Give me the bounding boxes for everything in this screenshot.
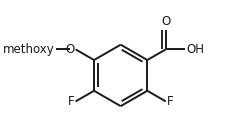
Text: O: O xyxy=(65,43,74,56)
Text: OH: OH xyxy=(186,43,204,56)
Text: O: O xyxy=(161,15,170,28)
Text: F: F xyxy=(166,95,173,108)
Text: methoxy: methoxy xyxy=(3,43,55,56)
Text: F: F xyxy=(67,95,74,108)
